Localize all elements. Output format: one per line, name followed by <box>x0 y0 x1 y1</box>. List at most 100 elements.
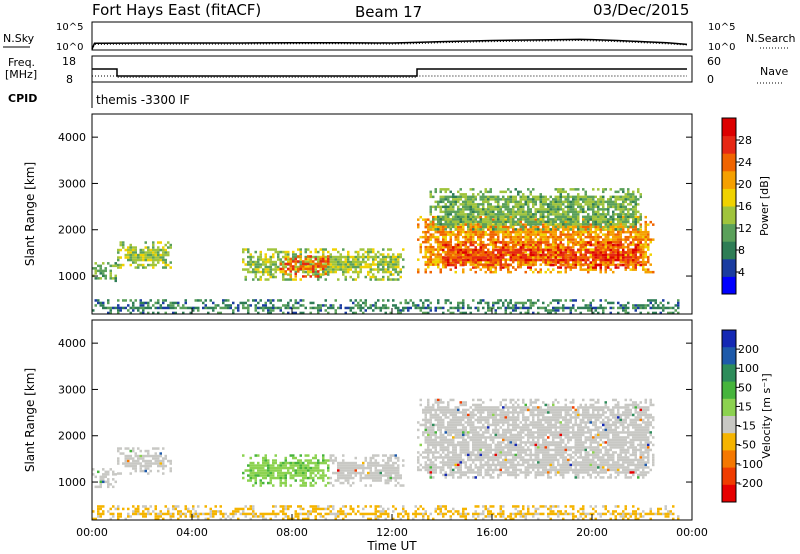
velocity-cell <box>249 474 252 477</box>
power-cell <box>502 250 505 254</box>
power-cell <box>597 223 600 226</box>
velocity-cell <box>292 456 295 460</box>
power-cell <box>574 198 577 201</box>
power-cell <box>307 262 310 266</box>
power-cell <box>639 248 642 251</box>
velocity-cell <box>274 461 277 465</box>
power-cell <box>494 233 497 236</box>
power-cell <box>554 233 557 236</box>
velocity-cell <box>94 475 97 479</box>
power-cell <box>489 263 492 267</box>
power-cell <box>284 265 287 269</box>
power-cell <box>647 268 650 271</box>
power-ytick-label: 2000 <box>58 224 86 237</box>
power-cell <box>504 225 507 229</box>
power-cell <box>597 203 600 206</box>
power-cell <box>324 299 327 302</box>
velocity-cell <box>332 459 335 462</box>
velocity-cell <box>322 454 325 457</box>
velocity-cell <box>109 468 112 471</box>
velocity-cell <box>282 466 285 470</box>
velocity-cell <box>252 461 255 465</box>
power-cell <box>624 225 627 229</box>
power-cell <box>424 268 427 271</box>
power-cell <box>444 188 447 191</box>
power-cell <box>477 243 480 246</box>
velocity-cell <box>302 471 305 475</box>
power-cell <box>534 195 537 199</box>
power-cell <box>432 225 435 229</box>
power-cell <box>497 228 500 231</box>
power-cell <box>602 225 605 229</box>
power-cell <box>612 243 615 247</box>
power-cell <box>497 215 500 219</box>
power-cell <box>592 251 595 254</box>
power-cell <box>564 268 567 271</box>
power-cell <box>474 270 477 274</box>
power-cell <box>529 235 532 239</box>
power-cell <box>307 267 310 271</box>
power-cell <box>474 220 477 224</box>
power-cell <box>339 265 342 269</box>
velocity-cell <box>139 449 142 453</box>
power-cell <box>589 241 592 244</box>
power-cell <box>609 215 612 219</box>
velocity-cell <box>309 476 312 480</box>
power-cell <box>314 255 317 259</box>
power-cell <box>497 205 500 209</box>
power-cell <box>279 262 282 266</box>
power-cell <box>462 225 465 229</box>
velocity-cell <box>107 470 110 474</box>
power-cell <box>489 260 492 264</box>
velocity-cell <box>299 471 302 475</box>
power-cell <box>459 233 462 236</box>
velocity-cell <box>282 476 285 480</box>
power-cell <box>432 245 435 249</box>
power-cell <box>274 248 277 251</box>
power-cell <box>327 257 330 261</box>
power-cell <box>507 218 510 221</box>
power-cell <box>197 309 200 312</box>
power-cell <box>577 225 580 229</box>
power-cell <box>429 253 432 256</box>
power-cell <box>642 243 645 246</box>
power-cell <box>447 200 450 204</box>
power-cell <box>564 270 567 274</box>
power-cell <box>607 203 610 206</box>
power-cell <box>557 210 560 214</box>
power-cell <box>512 253 515 257</box>
power-cell <box>457 261 460 264</box>
power-cell <box>594 213 597 216</box>
power-cell <box>272 253 275 256</box>
power-cell <box>302 299 305 302</box>
velocity-cell <box>117 449 120 453</box>
power-cell <box>272 309 275 312</box>
power-cell <box>517 210 520 214</box>
power-cell <box>632 251 635 254</box>
power-cell <box>272 306 275 310</box>
power-cell <box>299 248 302 251</box>
power-cell <box>402 258 405 261</box>
power-cell <box>124 253 127 257</box>
power-cell <box>529 193 532 196</box>
power-cell <box>102 304 105 307</box>
power-cell <box>509 253 512 257</box>
power-cell <box>472 230 475 234</box>
velocity-cell <box>284 456 287 460</box>
power-cell <box>127 304 130 307</box>
power-cell <box>507 208 510 211</box>
power-cell <box>639 235 642 239</box>
power-cell <box>142 309 145 312</box>
power-cell <box>534 258 537 262</box>
power-cell <box>632 220 635 224</box>
power-cell <box>277 250 280 254</box>
power-cell <box>562 208 565 211</box>
power-cell <box>582 230 585 234</box>
power-cell <box>639 241 642 244</box>
velocity-cell <box>247 479 250 482</box>
power-cell <box>467 205 470 209</box>
power-cell <box>139 304 142 307</box>
velocity-cell <box>124 457 127 460</box>
power-cell <box>587 251 590 254</box>
power-cell <box>619 255 622 259</box>
